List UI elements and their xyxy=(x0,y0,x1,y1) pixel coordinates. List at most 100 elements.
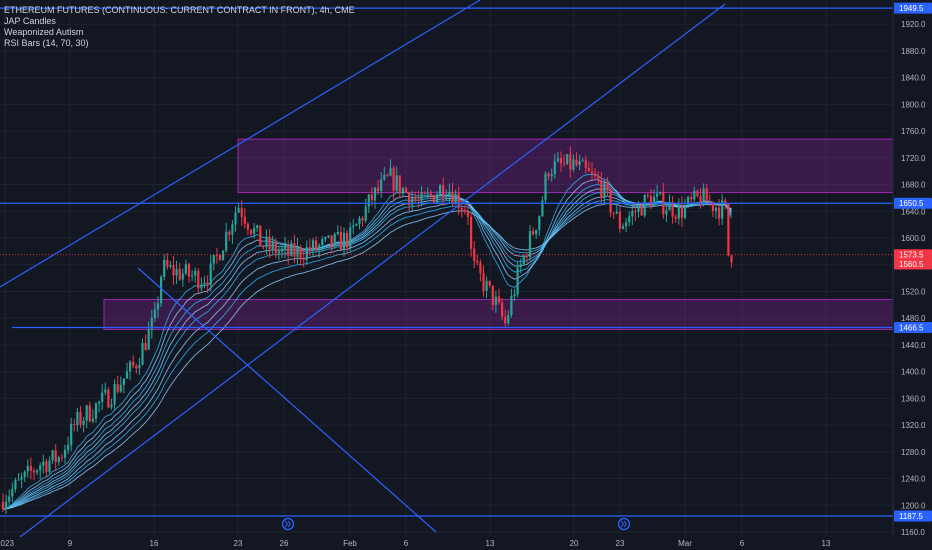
candle-body xyxy=(243,216,246,224)
candle-body xyxy=(594,173,597,177)
candle-body xyxy=(138,365,141,369)
candle-body xyxy=(535,229,538,235)
time-tick-label: 13 xyxy=(822,539,831,548)
candle-body xyxy=(649,196,652,207)
candle-body xyxy=(708,201,711,203)
candle-body xyxy=(330,235,333,247)
candle-body xyxy=(429,193,432,195)
time-tick-label: 6 xyxy=(404,539,409,548)
time-tick-label: 9 xyxy=(68,539,73,548)
candle-body xyxy=(166,259,169,267)
candle-body xyxy=(8,496,11,502)
price-tick-label: 1480.0 xyxy=(901,314,926,323)
price-tick-label: 1160.0 xyxy=(901,528,925,537)
candle-body xyxy=(256,225,259,229)
trend-line xyxy=(0,0,481,288)
candle-body xyxy=(491,285,494,305)
indicator-rsi-bars[interactable]: RSI Bars (14, 70, 30) xyxy=(4,38,89,48)
candle-body xyxy=(463,209,466,212)
time-tick-label: 23 xyxy=(234,539,243,548)
candle-body xyxy=(209,263,212,286)
price-tag xyxy=(894,322,932,334)
candle-body xyxy=(132,361,135,366)
price-tag xyxy=(894,2,932,14)
candle-body xyxy=(79,411,82,425)
candle-body xyxy=(184,264,187,274)
candle-body xyxy=(76,411,79,425)
zone-rect xyxy=(237,138,894,194)
candle-body xyxy=(262,246,265,248)
candle-body xyxy=(222,250,225,261)
candle-body xyxy=(714,207,718,212)
price-axis[interactable]: 1160.0 1200.0 1240.0 1280.0 1320.0 1360.0 1400… xyxy=(892,0,932,550)
price-axis-bg xyxy=(893,0,932,550)
candle-body xyxy=(296,247,299,257)
candle-body xyxy=(677,204,680,219)
candle-body xyxy=(32,470,36,473)
candle-body xyxy=(383,174,386,180)
candle-body xyxy=(687,197,690,206)
candle-body xyxy=(57,457,60,463)
candle-body xyxy=(668,201,671,211)
candle-body xyxy=(116,384,119,392)
candle-body xyxy=(107,389,110,408)
candle-body xyxy=(70,423,73,446)
candle-body xyxy=(590,171,594,174)
candle-body xyxy=(417,200,420,202)
candle-body xyxy=(293,243,296,257)
price-tag xyxy=(894,197,932,209)
candle-body xyxy=(528,231,532,258)
candle-body xyxy=(225,231,228,251)
candle-body xyxy=(513,294,516,297)
candle-body xyxy=(237,207,240,213)
candle-body xyxy=(14,480,17,490)
trend-line xyxy=(19,3,726,538)
candle-body xyxy=(361,218,364,221)
candle-body xyxy=(147,329,150,350)
indicator-jap-candles[interactable]: JAP Candles xyxy=(4,16,56,26)
price-tick-label: 1680.0 xyxy=(901,181,926,190)
candle-body xyxy=(94,403,98,419)
candle-body xyxy=(547,173,550,177)
candle-body xyxy=(466,211,470,217)
candle-body xyxy=(36,470,39,473)
candle-body xyxy=(652,196,656,207)
price-tag-label: 1573.5 xyxy=(899,251,924,260)
candle-body xyxy=(414,198,417,201)
candle-body xyxy=(541,200,544,217)
candle-body xyxy=(73,423,76,425)
candle-body xyxy=(380,179,383,192)
candle-body xyxy=(581,160,584,162)
candle-body xyxy=(705,188,708,202)
candle-body xyxy=(609,189,612,213)
price-tick-label: 1200.0 xyxy=(901,501,926,510)
candle-body xyxy=(364,206,367,221)
symbol-title[interactable]: ETHEREUM FUTURES (CONTINUOUS: CURRENT CO… xyxy=(4,5,355,15)
candle-body xyxy=(401,187,404,194)
candle-body xyxy=(259,225,262,247)
candle-body xyxy=(730,255,733,263)
price-tick-label: 1640.0 xyxy=(901,207,926,216)
indicator-weaponized-autism[interactable]: Weaponized Autism xyxy=(4,27,84,37)
candle-body xyxy=(597,176,600,181)
candle-body xyxy=(163,259,166,277)
candle-body xyxy=(423,192,426,195)
candle-body xyxy=(625,222,628,227)
candle-body xyxy=(302,258,305,260)
candle-body xyxy=(377,187,380,192)
candle-body xyxy=(280,248,284,252)
candle-body xyxy=(63,449,67,458)
candle-body xyxy=(373,187,377,201)
candle-body xyxy=(191,275,194,277)
price-tag-label: 1466.5 xyxy=(899,324,924,333)
candle-body xyxy=(60,457,63,459)
price-tag-label: 1650.5 xyxy=(899,199,924,208)
time-axis-bg xyxy=(0,537,893,550)
price-tag xyxy=(894,249,932,261)
time-axis[interactable]: 20239162326Feb6132023Mar613 xyxy=(0,517,893,550)
candle-body xyxy=(290,243,293,257)
candle-body xyxy=(488,280,491,286)
candle-body xyxy=(420,192,423,201)
candle-body xyxy=(88,405,91,422)
